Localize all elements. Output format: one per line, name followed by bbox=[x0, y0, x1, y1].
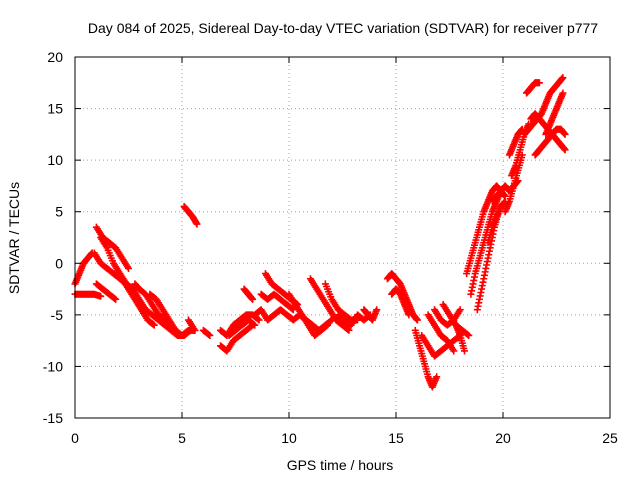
x-tick-label: 5 bbox=[178, 430, 186, 446]
y-tick-label: -10 bbox=[43, 358, 63, 374]
data-point bbox=[433, 373, 441, 381]
x-tick-label: 10 bbox=[281, 430, 297, 446]
data-point bbox=[288, 305, 296, 313]
data-series bbox=[452, 321, 468, 355]
y-tick-label: 10 bbox=[47, 152, 63, 168]
data-point bbox=[561, 130, 569, 138]
data-series bbox=[225, 316, 259, 339]
data-series bbox=[520, 74, 567, 138]
data-point bbox=[373, 306, 381, 314]
data-point bbox=[327, 317, 335, 325]
y-axis-title: SDTVAR / TECUs bbox=[6, 182, 22, 294]
data-point bbox=[456, 306, 464, 314]
x-tick-label: 0 bbox=[71, 430, 79, 446]
data-series bbox=[92, 280, 120, 303]
data-point bbox=[465, 331, 473, 339]
data-point bbox=[193, 220, 201, 228]
x-tick-label: 20 bbox=[495, 430, 511, 446]
data-series bbox=[146, 290, 199, 339]
data-point bbox=[206, 331, 214, 339]
data-series bbox=[334, 311, 374, 329]
grid-lines bbox=[75, 57, 610, 418]
y-tick-label: -5 bbox=[51, 307, 64, 323]
data-point bbox=[450, 347, 458, 355]
data-point bbox=[125, 264, 132, 272]
data-point bbox=[97, 292, 105, 300]
data-point bbox=[345, 326, 353, 334]
data-point bbox=[255, 316, 263, 324]
plot-frame bbox=[74, 56, 611, 419]
data-series bbox=[118, 275, 158, 329]
data-point bbox=[251, 321, 259, 329]
axis-ticks bbox=[74, 56, 611, 419]
data-series bbox=[411, 326, 441, 391]
data-series bbox=[184, 316, 199, 334]
data-point bbox=[464, 331, 472, 339]
data-point bbox=[149, 320, 157, 328]
x-tick-label: 25 bbox=[602, 430, 618, 446]
data-series bbox=[306, 275, 353, 334]
y-tick-label: 5 bbox=[55, 204, 63, 220]
data-points bbox=[71, 74, 569, 391]
data-series bbox=[251, 306, 304, 324]
data-series bbox=[199, 326, 214, 339]
data-series bbox=[71, 290, 105, 300]
data-series bbox=[383, 270, 421, 324]
data-point bbox=[205, 331, 213, 339]
y-tick-label: 0 bbox=[55, 255, 63, 271]
x-tick-label: 15 bbox=[388, 430, 404, 446]
x-axis-title: GPS time / hours bbox=[287, 457, 394, 473]
data-series bbox=[240, 285, 257, 303]
data-series bbox=[424, 311, 458, 355]
data-series bbox=[360, 306, 381, 324]
data-point bbox=[250, 320, 258, 328]
data-series bbox=[508, 120, 533, 180]
data-point bbox=[150, 321, 158, 329]
chart-title: Day 084 of 2025, Sidereal Day-to-day VTE… bbox=[88, 20, 598, 36]
x-tick-labels: 0 5 10 15 20 25 bbox=[71, 430, 618, 446]
data-point bbox=[405, 311, 413, 319]
data-series bbox=[296, 311, 336, 334]
data-point bbox=[561, 146, 569, 154]
data-point bbox=[254, 315, 262, 323]
data-point bbox=[525, 120, 533, 128]
data-series bbox=[488, 177, 522, 205]
data-point bbox=[249, 295, 257, 303]
data-series bbox=[257, 290, 297, 314]
data-point bbox=[559, 74, 567, 82]
data-point bbox=[460, 347, 468, 355]
y-tick-label: 20 bbox=[47, 49, 63, 65]
data-point bbox=[413, 316, 421, 324]
data-series bbox=[531, 125, 569, 159]
y-tick-label: 15 bbox=[47, 101, 63, 117]
data-series bbox=[542, 89, 567, 138]
data-point bbox=[111, 295, 119, 303]
data-point bbox=[191, 326, 199, 334]
data-series bbox=[523, 79, 543, 97]
data-series bbox=[180, 203, 201, 228]
data-point bbox=[559, 89, 567, 97]
data-point bbox=[344, 325, 352, 333]
data-point bbox=[112, 295, 120, 303]
data-series bbox=[92, 223, 132, 272]
data-point bbox=[535, 79, 543, 87]
data-series bbox=[388, 285, 413, 319]
y-tick-labels: -15 -10 -5 0 5 10 15 20 bbox=[43, 49, 63, 426]
data-point bbox=[514, 177, 522, 185]
y-tick-label: -15 bbox=[43, 410, 63, 426]
